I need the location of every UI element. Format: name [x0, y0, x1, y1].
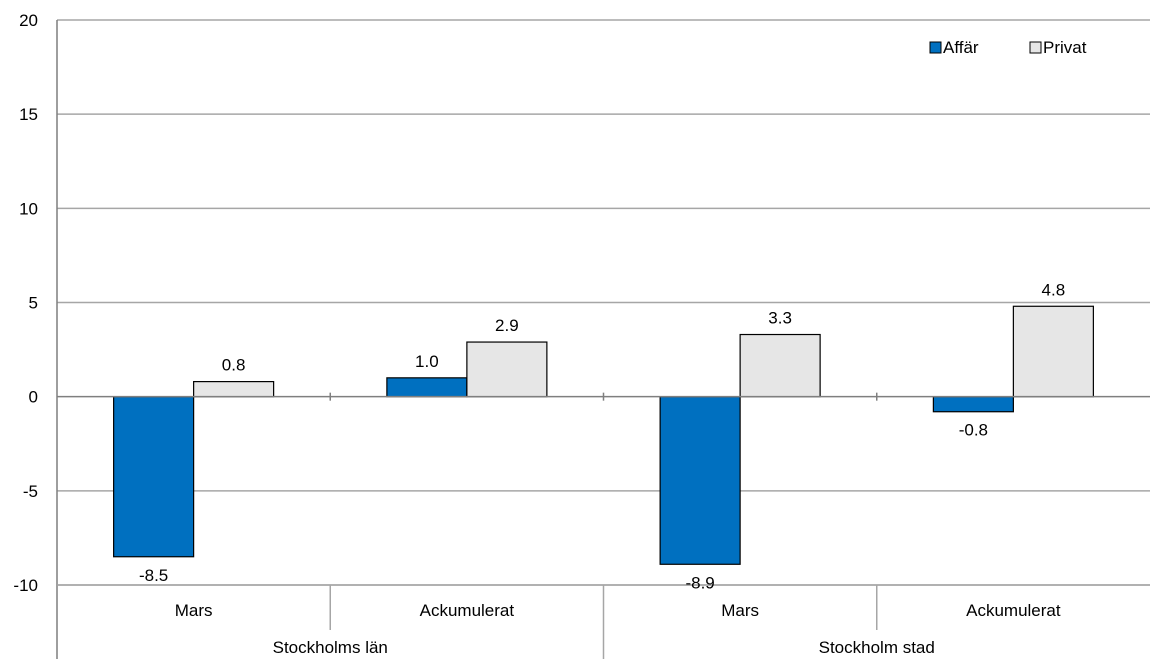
bar: [193, 381, 275, 398]
legend-swatch: [929, 41, 942, 54]
category-label: Mars: [721, 601, 759, 620]
category-label: Mars: [175, 601, 213, 620]
legend-label: Privat: [1043, 38, 1087, 57]
bar: [386, 377, 468, 398]
x-axis-category-labels: Mars Ackumulerat Mars Ackumulerat Stockholms…: [175, 601, 1061, 657]
data-label: -8.5: [139, 566, 168, 585]
y-tick-label: -5: [23, 482, 38, 501]
gridlines: [57, 19, 1150, 586]
data-label: 1.0: [415, 352, 439, 371]
bar: [466, 341, 548, 398]
data-label: 3.3: [768, 309, 792, 328]
category-label: Ackumulerat: [966, 601, 1061, 620]
y-axis-tick-labels: 20 15 10 5 0 -5 -10: [13, 11, 38, 595]
y-tick-label: 10: [19, 199, 38, 218]
y-tick-label: 5: [29, 294, 38, 313]
y-tick-label: 0: [29, 388, 38, 407]
group-label: Stockholm stad: [819, 638, 935, 657]
legend: Affär Privat: [929, 38, 1087, 57]
data-labels: -8.5 1.0 -8.9 -0.8 0.8 2.9 3.3 4.8: [139, 280, 1065, 592]
bars: [113, 305, 1094, 565]
data-label: -0.8: [959, 421, 988, 440]
data-label: 0.8: [222, 356, 246, 375]
data-label: 2.9: [495, 316, 519, 335]
y-tick-label: 20: [19, 11, 38, 30]
bar: [1012, 305, 1094, 398]
data-label: 4.8: [1042, 280, 1066, 299]
data-label: -8.9: [685, 573, 714, 592]
legend-swatch: [1029, 41, 1042, 54]
bar: [659, 396, 741, 565]
group-label: Stockholms län: [273, 638, 388, 657]
bar: [113, 396, 195, 558]
axes: [56, 20, 1150, 659]
legend-label: Affär: [943, 38, 979, 57]
y-tick-label: 15: [19, 105, 38, 124]
bar: [932, 396, 1014, 413]
y-tick-label: -10: [13, 576, 38, 595]
category-label: Ackumulerat: [420, 601, 515, 620]
bar: [739, 333, 821, 398]
